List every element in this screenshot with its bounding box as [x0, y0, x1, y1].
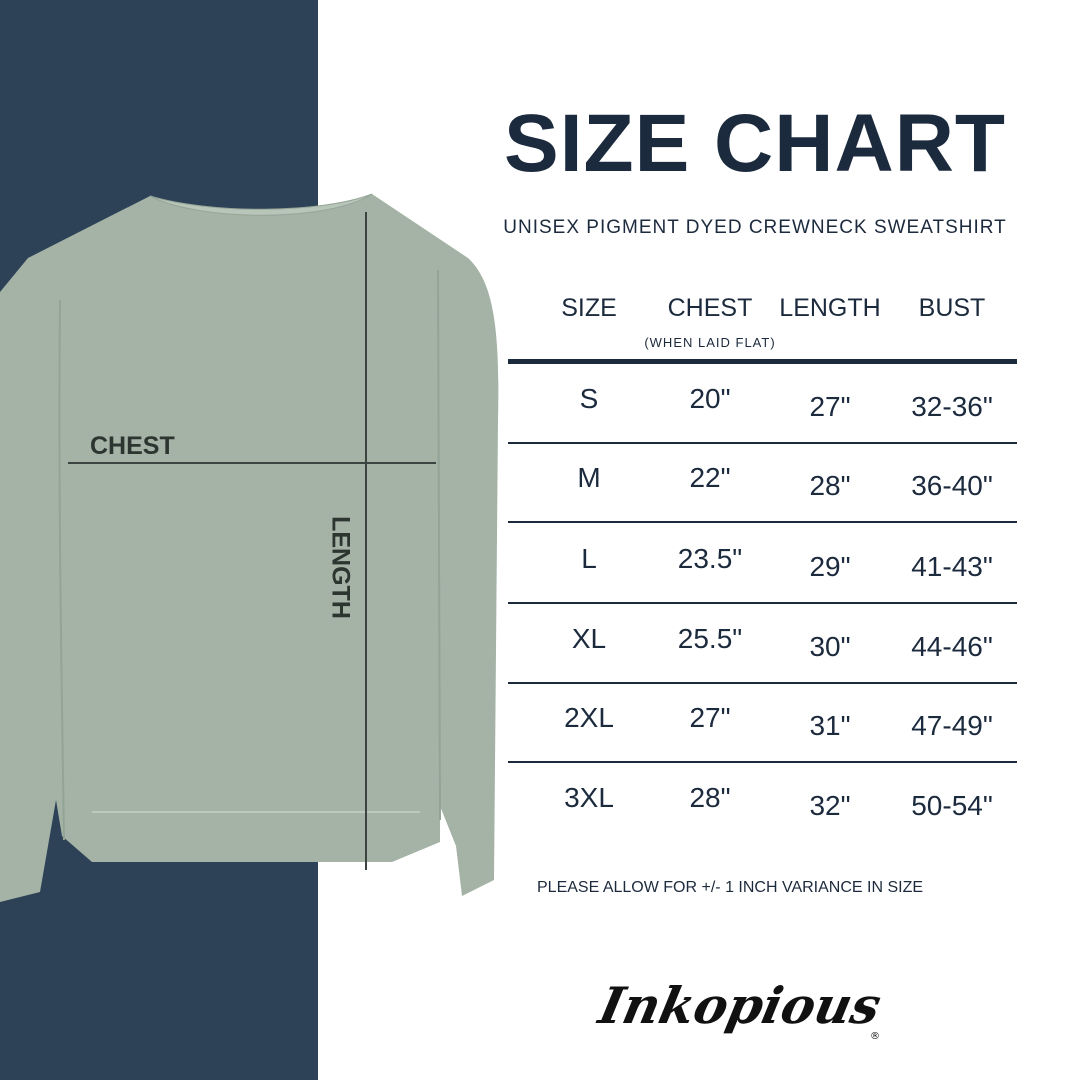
table-cell: 3XL	[531, 778, 647, 818]
table-cell-text: 27"	[689, 702, 731, 733]
table-cell-text: 47-49"	[911, 710, 993, 741]
length-label: LENGTH	[326, 516, 355, 619]
table-cell: 28"	[772, 466, 888, 506]
table-cell-text: M	[577, 462, 601, 493]
table-cell: 41-43"	[894, 547, 1010, 587]
header-divider	[508, 359, 1017, 364]
row-divider	[508, 521, 1017, 523]
table-cell-text: 25.5"	[677, 623, 743, 654]
row-divider	[508, 761, 1017, 763]
table-cell-text: 27"	[809, 391, 851, 422]
table-cell: 29"	[772, 547, 888, 587]
title-text: SIZE CHART	[504, 98, 1006, 189]
table-cell: 27"	[772, 387, 888, 427]
sleeve-seam-left	[58, 299, 65, 841]
table-cell: M	[531, 458, 647, 498]
table-cell: 23.5"	[652, 539, 768, 579]
row-divider	[508, 602, 1017, 604]
table-cell-text: 44-46"	[911, 631, 993, 662]
table-cell-text: 2XL	[564, 702, 614, 733]
column-header-length: LENGTH	[772, 288, 888, 328]
table-cell-text: 20"	[689, 383, 731, 414]
subtitle: UNISEX PIGMENT DYED CREWNECK SWEATSHIRT	[490, 216, 1020, 240]
table-cell: L	[531, 539, 647, 579]
table-cell: 22"	[652, 458, 768, 498]
table-cell: 36-40"	[894, 466, 1010, 506]
table-cell: 27"	[652, 698, 768, 738]
row-divider	[508, 442, 1017, 444]
table-cell: S	[531, 379, 647, 419]
table-cell: 44-46"	[894, 627, 1010, 667]
row-divider	[508, 682, 1017, 684]
column-header-bust: BUST	[894, 288, 1010, 328]
column-header-chest-text: CHEST	[667, 294, 753, 322]
table-cell: 47-49"	[894, 706, 1010, 746]
table-cell: 50-54"	[894, 786, 1010, 826]
table-cell-text: S	[579, 383, 599, 414]
table-cell-text: XL	[571, 623, 607, 654]
table-cell-text: 28"	[689, 782, 731, 813]
column-header-length-text: LENGTH	[779, 294, 881, 322]
chest-note-text: (WHEN LAID FLAT)	[644, 335, 776, 350]
table-cell-text: L	[581, 543, 597, 574]
table-cell: 28"	[652, 778, 768, 818]
column-header-chest: CHEST	[652, 288, 768, 328]
table-cell-text: 50-54"	[911, 790, 993, 821]
table-cell-text: 23.5"	[677, 543, 743, 574]
table-cell-text: 41-43"	[911, 551, 993, 582]
chest-note: (WHEN LAID FLAT)	[610, 334, 810, 352]
table-cell: 32-36"	[894, 387, 1010, 427]
sweatshirt-image	[0, 193, 499, 902]
table-cell: 32"	[772, 786, 888, 826]
variance-note: PLEASE ALLOW FOR +/- 1 INCH VARIANCE IN …	[537, 879, 924, 896]
table-cell: XL	[531, 619, 647, 659]
chest-label: CHEST	[90, 432, 175, 460]
table-cell: 30"	[772, 627, 888, 667]
brand-logo: Inkopious ®	[592, 977, 886, 1042]
table-cell-text: 22"	[689, 462, 731, 493]
table-cell: 20"	[652, 379, 768, 419]
table-cell-text: 30"	[809, 631, 851, 662]
table-cell-text: 3XL	[564, 782, 614, 813]
table-cell: 2XL	[531, 698, 647, 738]
svg-text:Inkopious: Inkopious	[592, 977, 886, 1035]
page-title: SIZE CHART	[500, 92, 1010, 196]
sleeve-seam-right	[437, 269, 441, 821]
table-cell-text: 32"	[809, 790, 851, 821]
column-header-bust-text: BUST	[918, 294, 986, 322]
column-header-size-text: SIZE	[561, 294, 617, 322]
table-cell-text: 36-40"	[911, 470, 993, 501]
column-header-size: SIZE	[531, 288, 647, 328]
sweatshirt-collar	[149, 193, 373, 216]
subtitle-text: UNISEX PIGMENT DYED CREWNECK SWEATSHIRT	[503, 217, 1007, 238]
sweatshirt-body	[0, 194, 499, 902]
table-cell: 25.5"	[652, 619, 768, 659]
table-cell-text: 31"	[809, 710, 851, 741]
table-cell-text: 32-36"	[911, 391, 993, 422]
table-cell-text: 29"	[809, 551, 851, 582]
table-cell: 31"	[772, 706, 888, 746]
svg-text:®: ®	[870, 1031, 880, 1042]
table-cell-text: 28"	[809, 470, 851, 501]
